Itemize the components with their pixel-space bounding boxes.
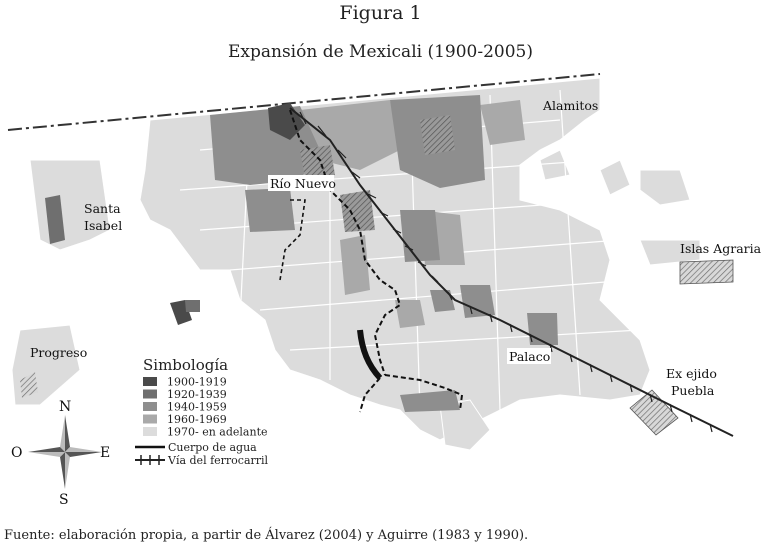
legend-label-4: 1970- en adelante [167, 426, 268, 439]
rio-nuevo-label-bg [268, 175, 334, 191]
urban-area-1920 [300, 115, 455, 232]
santa-isabel-dark [45, 195, 65, 244]
label-palaco: Palaco [509, 349, 550, 364]
label-ex-ejido-2: Puebla [671, 383, 715, 398]
legend-label-0: 1900-1919 [167, 376, 227, 389]
ex-ejido-puebla-area [629, 389, 679, 436]
legend-water-label: Cuerpo de agua [168, 441, 257, 454]
progreso-area [20, 372, 38, 398]
map-title: Expansión de Mexicali (1900-2005) [227, 42, 534, 62]
label-santa-isabel-2: Isabel [84, 218, 122, 233]
legend-rail-symbol [135, 455, 165, 465]
legend: Simbología 1900-19191920-19391940-195919… [135, 356, 269, 467]
label-rio-nuevo: Río Nuevo [270, 176, 336, 191]
compass-n: N [59, 399, 71, 415]
legend-title: Simbología [143, 356, 228, 374]
label-progreso: Progreso [30, 345, 87, 360]
legend-rail-label: Vía del ferrocarril [167, 454, 269, 467]
compass-o: O [11, 445, 22, 461]
islas-agrarias-area [679, 259, 734, 285]
border-line [7, 73, 601, 131]
legend-label-3: 1960-1969 [167, 413, 227, 426]
legend-swatch-0 [143, 377, 157, 386]
label-islas-agrarias: Islas Agrarias [680, 241, 761, 256]
water-body-west [359, 377, 381, 413]
legend-swatch-1 [143, 389, 157, 399]
compass-e: E [100, 445, 110, 461]
label-santa-isabel-1: Santa [84, 201, 121, 216]
legend-swatch-2 [143, 402, 157, 411]
palaco-label-bg [507, 348, 551, 364]
legend-label-1: 1920-1939 [167, 388, 227, 401]
water-body [289, 109, 402, 376]
legend-swatch-4 [143, 427, 157, 436]
label-ex-ejido-1: Ex ejido [666, 366, 717, 381]
legend-label-2: 1940-1959 [167, 401, 227, 414]
compass-s: S [59, 492, 69, 508]
railway [289, 107, 734, 437]
islet-small [185, 300, 200, 312]
label-alamitos: Alamitos [542, 98, 598, 113]
water-body-riverbed [279, 199, 306, 281]
water-body-thick [357, 329, 383, 381]
legend-swatch-3 [143, 414, 157, 424]
compass-rose: N S E O [11, 399, 110, 508]
source-note: Fuente: elaboración propia, a partir de … [4, 528, 529, 543]
figure-label: Figura 1 [339, 2, 422, 24]
